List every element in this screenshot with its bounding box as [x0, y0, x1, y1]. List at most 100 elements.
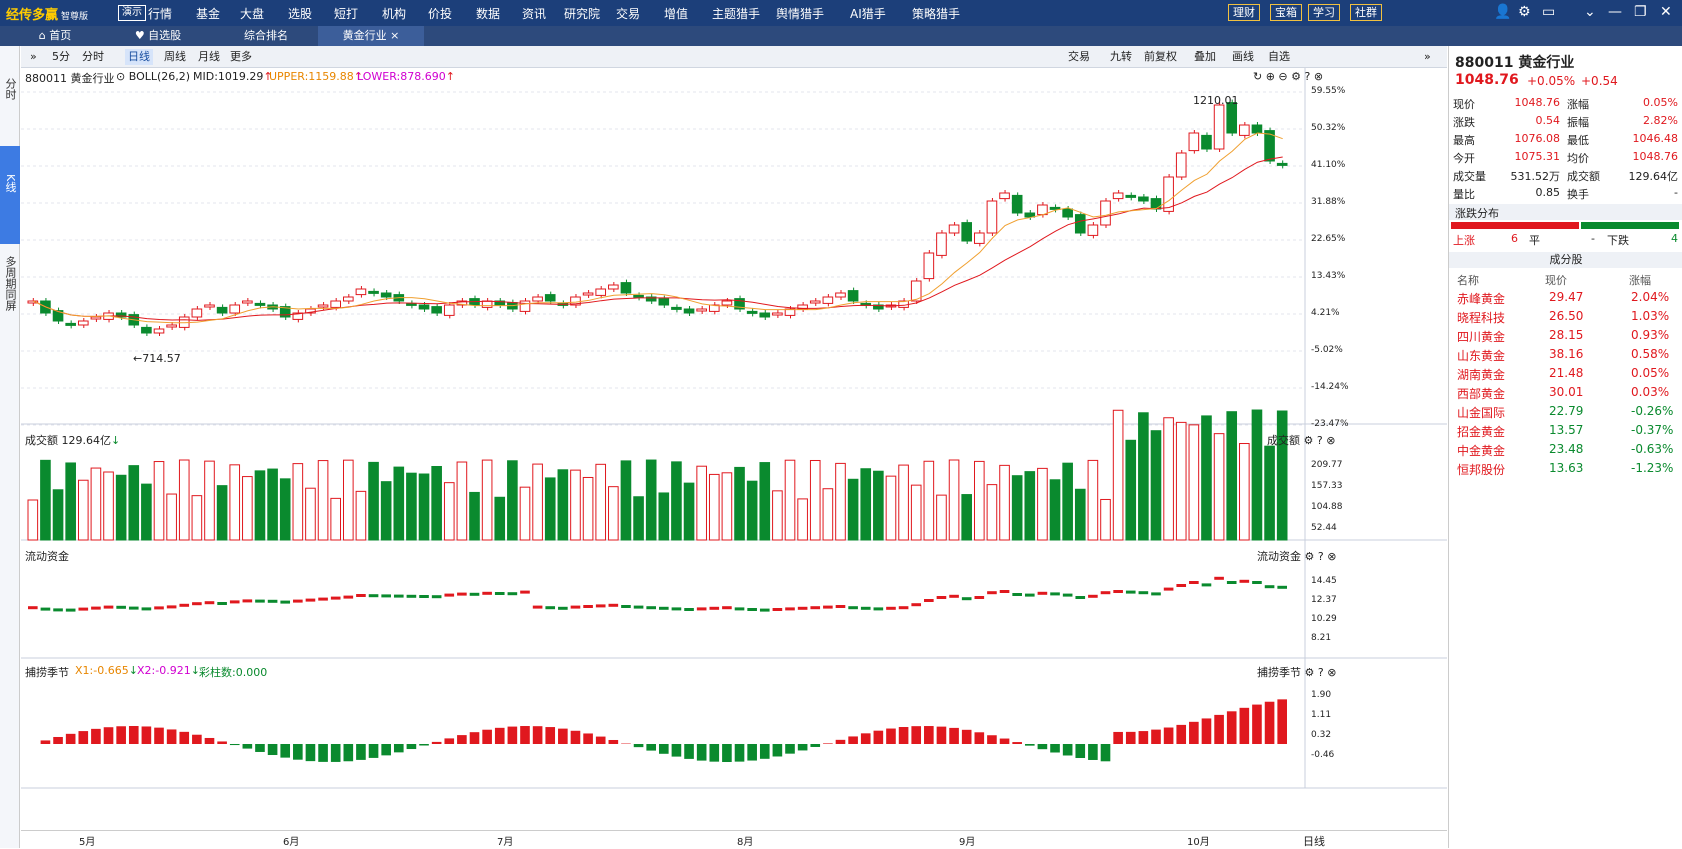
nav-item-9[interactable]: 研究院 [564, 5, 600, 22]
app-logo[interactable]: 经传多赢智尊版 [6, 4, 88, 23]
nav-item-6[interactable]: 价投 [428, 5, 452, 22]
toolbar-right-1[interactable]: 九转 [1107, 49, 1135, 65]
flow-mark [457, 593, 467, 596]
stock-name[interactable]: 湖南黄金 [1457, 366, 1505, 383]
nav-item-2[interactable]: 大盘 [240, 5, 264, 22]
volume-bar [962, 495, 972, 540]
volume-bar [911, 485, 921, 540]
season-bar [1214, 715, 1224, 744]
restore-icon[interactable]: ❐ [1634, 4, 1647, 20]
toolbar-right-5[interactable]: 自选 [1265, 49, 1293, 65]
volume-bar [1240, 444, 1250, 540]
candle [1214, 105, 1224, 149]
demo-badge[interactable]: 演示 [118, 5, 146, 21]
period-2[interactable]: 日线 [125, 49, 153, 65]
nav-item-13[interactable]: 舆情猎手 [776, 5, 824, 22]
collapse-icon[interactable]: » [27, 49, 40, 65]
stock-name[interactable]: 山东黄金 [1457, 347, 1505, 364]
chart-tools[interactable]: ↻ ⊕ ⊖ ⚙ ? ⊗ [1253, 70, 1323, 83]
nav-item-8[interactable]: 资讯 [522, 5, 546, 22]
left-tab-timeshare[interactable]: 分时 [0, 78, 20, 118]
tab-gold-industry[interactable]: 黄金行业 × [318, 26, 424, 46]
boll-label[interactable]: ⊙ BOLL(26,2) [116, 70, 190, 83]
volume-bar [1139, 413, 1149, 540]
axis-tick: 41.10% [1311, 160, 1345, 170]
toolbar-right-2[interactable]: 前复权 [1141, 49, 1180, 65]
top-right-btn-0[interactable]: 理财 [1228, 4, 1260, 21]
nav-item-1[interactable]: 基金 [196, 5, 220, 22]
top-right-btn-3[interactable]: 社群 [1350, 4, 1382, 21]
top-right-btn-2[interactable]: 学习 [1308, 4, 1340, 21]
flow-mark [697, 607, 707, 610]
volume-bar [470, 492, 480, 540]
nav-item-11[interactable]: 增值 [664, 5, 688, 22]
stock-name[interactable]: 恒邦股份 [1457, 461, 1505, 478]
settings-icon[interactable]: ⚙ [1518, 4, 1531, 20]
col-name[interactable]: 名称 [1457, 272, 1479, 288]
toolbar-right-4[interactable]: 画线 [1229, 49, 1257, 65]
nav-item-10[interactable]: 交易 [616, 5, 640, 22]
candle [987, 201, 997, 233]
season-bar [482, 730, 492, 744]
tab-close-icon[interactable]: × [390, 29, 399, 42]
nav-item-5[interactable]: 机构 [382, 5, 406, 22]
col-change[interactable]: 涨幅 [1629, 272, 1651, 288]
quote-label: 成交额 [1567, 168, 1600, 184]
period-5[interactable]: 更多 [227, 49, 255, 65]
volume-bar [583, 477, 593, 540]
toolbar-right-0[interactable]: 交易 [1065, 49, 1093, 65]
volume-bar [66, 463, 76, 540]
period-4[interactable]: 月线 [195, 49, 223, 65]
stock-name[interactable]: 招金黄金 [1457, 423, 1505, 440]
close-icon[interactable]: ✕ [1660, 4, 1672, 20]
expand-icon[interactable]: » [1421, 49, 1434, 65]
left-tab-kline[interactable]: K线 [0, 146, 20, 244]
stock-name[interactable]: 晓程科技 [1457, 309, 1505, 326]
candle [1151, 199, 1161, 209]
volume-bar [1000, 465, 1010, 540]
volume-bar [609, 487, 619, 540]
chart-area[interactable]: 880011 黄金行业 ⊙ BOLL(26,2) MID:1019.29↑ UP… [21, 68, 1447, 830]
top-right-btn-1[interactable]: 宝箱 [1270, 4, 1302, 21]
flow-mark [545, 606, 555, 609]
candle [962, 223, 972, 241]
period-footer[interactable]: 日线 [1303, 833, 1325, 849]
candle [773, 313, 783, 315]
toolbar-right-3[interactable]: 叠加 [1191, 49, 1219, 65]
chart-svg[interactable] [21, 68, 1447, 830]
candle [924, 253, 934, 279]
quote-value: 0.85 [1536, 186, 1561, 199]
tab-ranking[interactable]: 综合排名 [236, 26, 296, 46]
chevron-down-icon[interactable]: ⌄ [1584, 4, 1596, 20]
flow-mark [318, 598, 328, 601]
month-label: 6月 [283, 833, 299, 848]
period-3[interactable]: 周线 [161, 49, 189, 65]
stock-name[interactable]: 中金黄金 [1457, 442, 1505, 459]
stock-name[interactable]: 山金国际 [1457, 404, 1505, 421]
col-price[interactable]: 现价 [1545, 272, 1567, 288]
nav-item-15[interactable]: 策略猎手 [912, 5, 960, 22]
period-0[interactable]: 5分 [49, 49, 73, 65]
stock-name[interactable]: 四川黄金 [1457, 328, 1505, 345]
tab-home[interactable]: ⌂ 首页 [30, 26, 80, 46]
candle [381, 293, 391, 297]
window-icon[interactable]: ▭ [1542, 4, 1555, 20]
nav-item-3[interactable]: 选股 [288, 5, 312, 22]
stock-change: 0.05% [1631, 366, 1669, 380]
nav-item-0[interactable]: 行情 [148, 5, 172, 22]
tab-watchlist[interactable]: ♥ 自选股 [128, 26, 188, 46]
volume-bar [394, 467, 404, 540]
nav-item-7[interactable]: 数据 [476, 5, 500, 22]
nav-item-14[interactable]: AI猎手 [850, 5, 886, 22]
left-tab-multi-period[interactable]: 多周期同屏 [0, 256, 20, 346]
period-1[interactable]: 分时 [79, 49, 107, 65]
candle [205, 305, 215, 307]
stock-name[interactable]: 西部黄金 [1457, 385, 1505, 402]
nav-item-12[interactable]: 主题猎手 [712, 5, 760, 22]
user-icon[interactable]: 👤 [1494, 4, 1511, 20]
minimize-icon[interactable]: — [1608, 4, 1622, 20]
stock-change: -0.37% [1631, 423, 1673, 437]
nav-item-4[interactable]: 短打 [334, 5, 358, 22]
volume-bar [987, 485, 997, 540]
stock-name[interactable]: 赤峰黄金 [1457, 290, 1505, 307]
